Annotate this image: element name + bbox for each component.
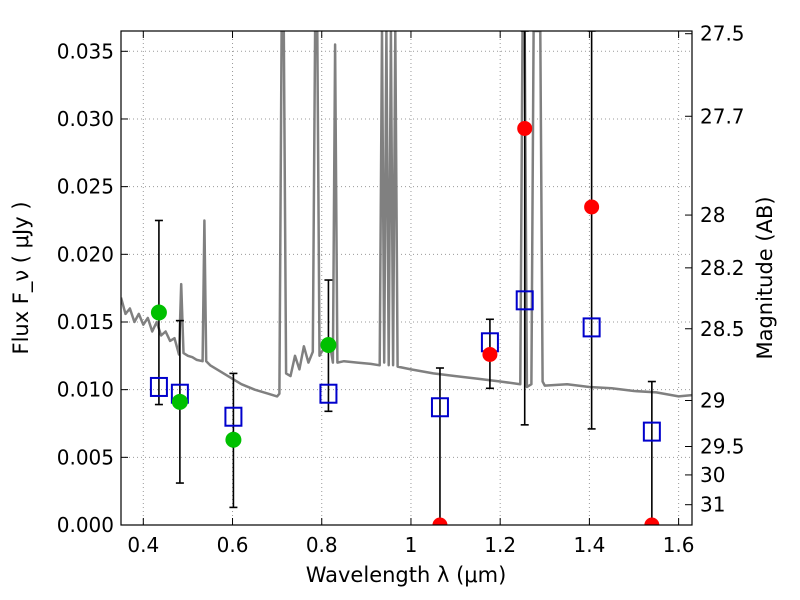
- x-axis-title: Wavelength λ (μm): [306, 563, 507, 587]
- right-tick-label: 27.7: [700, 104, 745, 128]
- observed-detection-point: [225, 431, 242, 448]
- observed-detection-point: [171, 393, 188, 410]
- observed-detection-point: [150, 304, 167, 321]
- x-tick-label: 1.2: [484, 533, 516, 557]
- right-tick-label: 29: [700, 388, 725, 412]
- model-photometry-point: [642, 421, 661, 442]
- ticks: 0.4 0.6 0.8 1 1.2 1.4 1.6 0.000 0.005 0.010 0.015 0…: [57, 22, 745, 557]
- right-tick-label: 28: [700, 203, 725, 227]
- y-tick-label: 0.015: [57, 310, 114, 334]
- model-photometry-point: [224, 406, 243, 427]
- right-tick-label: 27.5: [700, 22, 745, 46]
- x-tick-label: 1: [405, 533, 418, 557]
- model-photometry-point: [515, 290, 534, 311]
- observed-nondetection-point: [584, 199, 600, 215]
- x-tick-label: 1.6: [663, 533, 695, 557]
- plot-area: [121, 31, 692, 525]
- plot-frame: [120, 30, 693, 526]
- y-axis-title: Flux F_ν ( μJy ): [9, 201, 34, 354]
- observed-nondetection-point: [482, 346, 498, 362]
- model-photometry-point: [149, 376, 168, 397]
- observed-nondetection-point: [517, 120, 533, 136]
- right-tick-label: 29.5: [700, 435, 745, 459]
- y-tick-label: 0.005: [57, 445, 114, 469]
- y-tick-label: 0.020: [57, 242, 114, 266]
- observed-nondetection-point: [644, 517, 660, 525]
- right-tick-label: 31: [700, 493, 725, 517]
- x-tick-label: 0.6: [217, 533, 249, 557]
- observed-nondetection-point: [432, 517, 448, 525]
- y-tick-label: 0.030: [57, 107, 114, 131]
- x-tick-label: 0.4: [127, 533, 159, 557]
- observed-detection-point: [320, 336, 337, 353]
- plot-background: [121, 31, 692, 525]
- model-photometry-point: [319, 383, 338, 404]
- x-tick-label: 1.4: [573, 533, 605, 557]
- right-tick-label: 28.5: [700, 317, 745, 341]
- model-photometry-point: [582, 317, 601, 338]
- y-tick-label: 0.035: [57, 39, 114, 63]
- right-tick-label: 30: [700, 463, 725, 487]
- y-tick-label: 0.000: [57, 513, 114, 537]
- model-photometry-point: [430, 397, 449, 418]
- y-tick-label: 0.025: [57, 175, 114, 199]
- x-tick-label: 0.8: [306, 533, 338, 557]
- y-tick-label: 0.010: [57, 378, 114, 402]
- right-axis-title: Magnitude (AB): [753, 196, 777, 359]
- right-tick-label: 28.2: [700, 256, 745, 280]
